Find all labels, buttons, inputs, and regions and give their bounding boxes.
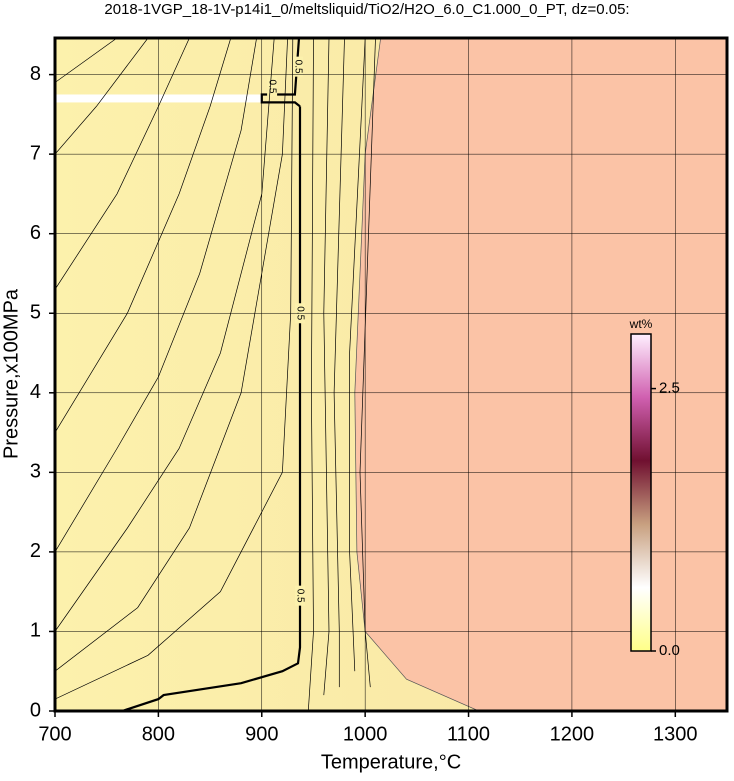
colorbar-tick-label: 0.0 [659, 642, 680, 659]
y-tick-label: 4 [30, 381, 41, 403]
y-tick-label: 3 [30, 461, 41, 483]
y-tick-label: 5 [30, 302, 41, 324]
x-tick-label: 900 [245, 723, 278, 745]
y-tick-label: 7 [30, 142, 41, 164]
x-tick-label: 1100 [447, 723, 490, 745]
x-tick-label: 1300 [653, 723, 698, 745]
contour-label: 0.5 [294, 589, 305, 603]
contour-line [55, 38, 288, 672]
y-tick-label: 2 [30, 540, 41, 562]
contour-line [55, 38, 275, 632]
plot-frame [53, 36, 729, 713]
contour-line [307, 38, 314, 711]
x-tick-label: 1000 [343, 723, 388, 745]
contour-line [333, 38, 345, 688]
contour-line [55, 38, 232, 433]
x-axis-label: Temperature,°C [321, 751, 461, 773]
colorbar-label: wt% [629, 317, 653, 331]
colorbar-tick-label: 2.5 [659, 380, 680, 397]
contour-line [55, 38, 294, 700]
y-tick-label: 0 [30, 699, 41, 721]
contour-label: 0.5 [266, 80, 277, 94]
x-tick-label: 700 [38, 723, 71, 745]
x-tick-label: 1200 [550, 723, 595, 745]
y-axis-label: Pressure,x100MPa [0, 288, 22, 459]
chart-title: 2018-1VGP_18-1V-p14i1_0/meltsliquid/TiO2… [104, 1, 629, 18]
colorbar [630, 333, 652, 652]
y-tick-label: 8 [30, 63, 41, 85]
contour-line [55, 38, 149, 155]
contour-line [55, 38, 118, 83]
contour-line [349, 38, 366, 672]
y-tick-label: 6 [30, 222, 41, 244]
contour-line [55, 38, 190, 290]
y-tick-label: 1 [30, 620, 41, 642]
contour-line [55, 38, 257, 553]
x-tick-label: 800 [142, 723, 175, 745]
contour-label: 0.5 [292, 60, 303, 74]
